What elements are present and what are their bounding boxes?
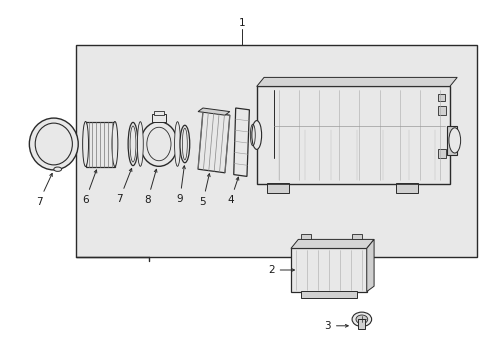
Text: 7: 7 — [36, 174, 52, 207]
Ellipse shape — [54, 167, 61, 171]
Bar — [152, 114, 165, 122]
Ellipse shape — [82, 122, 88, 166]
Ellipse shape — [140, 122, 177, 166]
Polygon shape — [256, 86, 449, 184]
Ellipse shape — [128, 122, 138, 166]
Ellipse shape — [112, 122, 118, 166]
Bar — [351, 234, 361, 239]
Bar — [154, 111, 163, 115]
Polygon shape — [366, 239, 373, 292]
Polygon shape — [198, 108, 229, 115]
Ellipse shape — [180, 125, 189, 163]
Text: 3: 3 — [324, 321, 347, 331]
Polygon shape — [256, 77, 456, 86]
Text: 9: 9 — [176, 166, 185, 204]
Text: 2: 2 — [267, 265, 294, 275]
Bar — [85, 122, 115, 166]
Polygon shape — [290, 248, 366, 292]
Bar — [437, 94, 444, 101]
Ellipse shape — [174, 122, 180, 166]
Bar — [358, 319, 365, 329]
Text: 8: 8 — [144, 169, 157, 205]
Ellipse shape — [355, 315, 367, 324]
Ellipse shape — [137, 122, 143, 166]
Polygon shape — [233, 108, 249, 176]
Bar — [447, 126, 456, 155]
Bar — [395, 183, 417, 193]
Text: 1: 1 — [238, 18, 245, 28]
Ellipse shape — [251, 121, 261, 149]
Text: 4: 4 — [227, 177, 238, 205]
Text: 6: 6 — [82, 170, 97, 205]
Bar — [437, 149, 446, 158]
Bar — [300, 291, 356, 298]
Ellipse shape — [29, 118, 78, 170]
Bar — [300, 234, 310, 239]
Polygon shape — [198, 112, 229, 173]
Bar — [266, 183, 288, 193]
Ellipse shape — [351, 312, 371, 327]
Text: 7: 7 — [116, 168, 132, 204]
Bar — [76, 45, 476, 257]
Ellipse shape — [448, 128, 460, 153]
Bar — [437, 106, 446, 115]
Polygon shape — [290, 239, 373, 248]
Text: 5: 5 — [199, 174, 210, 207]
